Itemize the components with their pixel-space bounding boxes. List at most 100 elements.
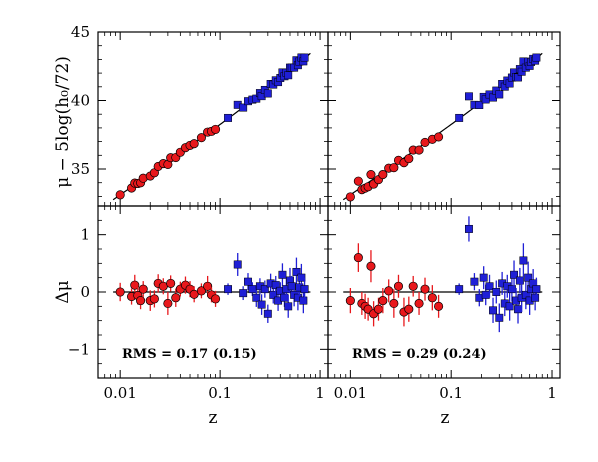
- data-point: [211, 124, 221, 134]
- data-point: [532, 53, 541, 62]
- data-point: [495, 90, 504, 99]
- data-point: [492, 288, 501, 296]
- data-point: [420, 284, 430, 294]
- data-point: [300, 53, 309, 62]
- data-point: [414, 298, 424, 309]
- panel-column-1: 35 40 45 −1 0 1 RMS = 0.17 (0.15) 0.01 0.1 1: [68, 23, 329, 402]
- data-point: [136, 296, 146, 306]
- y-tick-label: 0: [80, 283, 90, 301]
- data-point: [353, 176, 363, 186]
- data-point: [524, 273, 533, 282]
- data-point: [389, 298, 399, 309]
- data-point: [393, 281, 404, 291]
- data-point: [517, 67, 526, 76]
- data-point: [189, 139, 199, 149]
- data-point: [378, 170, 388, 180]
- data-point: [257, 300, 266, 309]
- data-point: [260, 285, 269, 294]
- data-point: [239, 103, 248, 112]
- data-point: [515, 276, 524, 285]
- data-point: [166, 278, 176, 288]
- x-tick-label: 1: [547, 384, 557, 402]
- data-point: [263, 89, 272, 98]
- data-point: [384, 286, 394, 296]
- data-point: [519, 256, 528, 265]
- data-point: [115, 190, 125, 200]
- data-point: [138, 284, 148, 294]
- y-tick-label: −1: [68, 340, 90, 358]
- panel-column-2: RMS = 0.29 (0.24) 0.01 0.1 1: [327, 31, 561, 402]
- data-point: [510, 270, 518, 279]
- data-point: [280, 293, 289, 302]
- data-point: [495, 313, 504, 322]
- data-point: [455, 285, 464, 294]
- data-point: [434, 301, 444, 311]
- data-point: [532, 285, 541, 294]
- y-axis-label-top: μ − 5log(h₀/72): [53, 56, 73, 188]
- data-point: [284, 71, 293, 80]
- data-point: [196, 286, 206, 296]
- data-point: [233, 260, 242, 269]
- x-tick-label: 0.1: [439, 384, 463, 402]
- y-axis-label-bottom: Δμ: [53, 280, 73, 303]
- data-point: [239, 289, 248, 298]
- data-point: [427, 293, 437, 303]
- data-point: [345, 192, 355, 202]
- data-point: [408, 281, 418, 291]
- data-point: [196, 133, 206, 143]
- data-point: [345, 296, 355, 306]
- x-tick-label: 0.1: [208, 384, 232, 402]
- data-point: [271, 281, 280, 290]
- data-point: [163, 298, 173, 309]
- data-point: [485, 282, 494, 291]
- data-point: [475, 101, 484, 109]
- panel-bottom-1: −1 0 1 RMS = 0.17 (0.15) 0.01 0.1 1: [68, 205, 329, 402]
- data-point: [470, 277, 479, 286]
- data-point: [130, 280, 140, 290]
- data-point: [464, 92, 473, 101]
- data-point: [353, 253, 363, 263]
- x-tick-label: 1: [315, 384, 325, 402]
- data-point: [455, 113, 464, 122]
- data-point: [248, 285, 257, 294]
- data-point: [149, 294, 159, 304]
- data-point: [404, 154, 414, 164]
- data-point: [514, 305, 522, 314]
- data-point: [378, 296, 388, 306]
- data-point: [531, 293, 540, 302]
- data-point: [389, 163, 399, 173]
- data-point: [464, 224, 473, 233]
- data-point: [481, 290, 490, 299]
- data-point: [263, 309, 272, 318]
- panel-top-1: 35 40 45: [71, 23, 329, 207]
- data-point: [479, 273, 488, 282]
- axis-labels: μ − 5log(h₀/72) Δμ z z: [53, 56, 450, 428]
- data-point: [414, 145, 424, 155]
- y-tick-label: 45: [71, 23, 90, 41]
- data-point: [171, 293, 181, 303]
- y-tick-label: 1: [80, 226, 90, 244]
- data-point: [224, 285, 232, 294]
- rms-annotation: RMS = 0.29 (0.24): [352, 347, 487, 362]
- data-point: [373, 304, 384, 314]
- data-point: [299, 296, 308, 305]
- data-point: [366, 261, 376, 271]
- data-point: [404, 304, 414, 314]
- x-axis-label-left: z: [209, 408, 218, 428]
- data-point: [489, 306, 497, 315]
- y-tick-label: 40: [71, 92, 90, 110]
- y-tick-label: 35: [71, 160, 90, 178]
- data-point: [203, 281, 213, 291]
- panel-bottom-2: RMS = 0.29 (0.24) 0.01 0.1 1: [327, 205, 561, 402]
- x-axis-label-right: z: [441, 408, 450, 428]
- data-point: [505, 302, 514, 311]
- data-point: [224, 113, 232, 122]
- data-point: [278, 270, 287, 279]
- data-point: [252, 293, 261, 302]
- x-tick-label: 0.01: [334, 384, 367, 402]
- data-point: [244, 277, 252, 286]
- data-point: [366, 170, 376, 180]
- data-point: [434, 132, 444, 142]
